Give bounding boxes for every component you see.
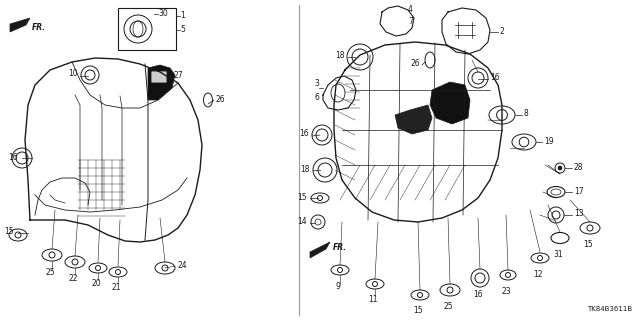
Text: 15: 15: [583, 240, 593, 249]
Text: 23: 23: [501, 287, 511, 296]
Text: 6: 6: [314, 92, 319, 101]
Text: 28: 28: [574, 163, 584, 172]
Text: 25: 25: [443, 302, 453, 311]
Circle shape: [558, 166, 562, 170]
Text: 11: 11: [368, 295, 378, 304]
Text: 8: 8: [524, 109, 529, 118]
Text: 16: 16: [8, 153, 18, 162]
Text: 15: 15: [4, 228, 14, 236]
Text: 4: 4: [408, 5, 413, 14]
Text: FR.: FR.: [32, 22, 46, 31]
Text: 2: 2: [500, 27, 505, 36]
Text: 20: 20: [91, 279, 101, 288]
Text: 18: 18: [335, 52, 345, 60]
Text: 12: 12: [533, 270, 543, 279]
Text: 27: 27: [173, 70, 182, 79]
Text: 9: 9: [335, 282, 340, 291]
Text: 19: 19: [544, 137, 554, 146]
Text: 16: 16: [473, 290, 483, 299]
Polygon shape: [10, 18, 30, 32]
Bar: [118, 8, 176, 50]
Text: 15: 15: [413, 306, 423, 315]
Text: 13: 13: [574, 210, 584, 219]
Text: 25: 25: [45, 268, 55, 277]
Text: 7: 7: [408, 18, 413, 27]
Text: 10: 10: [68, 69, 78, 78]
Polygon shape: [430, 82, 470, 124]
Polygon shape: [310, 242, 330, 258]
Text: 14: 14: [298, 218, 307, 227]
Text: 22: 22: [68, 274, 77, 283]
Text: 16: 16: [300, 130, 309, 139]
Text: 26: 26: [215, 94, 225, 103]
Text: 31: 31: [553, 250, 563, 259]
FancyBboxPatch shape: [151, 71, 167, 83]
Text: FR.: FR.: [333, 244, 347, 252]
Polygon shape: [148, 65, 175, 100]
Polygon shape: [395, 105, 432, 134]
Text: 5: 5: [180, 26, 185, 35]
Text: 26: 26: [410, 60, 420, 68]
Text: 18: 18: [301, 164, 310, 173]
Text: 21: 21: [111, 283, 121, 292]
Text: TK84B3611B: TK84B3611B: [587, 306, 632, 312]
Text: 1: 1: [180, 12, 185, 20]
Text: 30: 30: [158, 9, 168, 18]
Text: 15: 15: [298, 193, 307, 202]
Text: 3: 3: [314, 78, 319, 87]
Text: 16: 16: [490, 74, 500, 83]
Text: 24: 24: [177, 260, 187, 269]
Text: 17: 17: [574, 187, 584, 196]
